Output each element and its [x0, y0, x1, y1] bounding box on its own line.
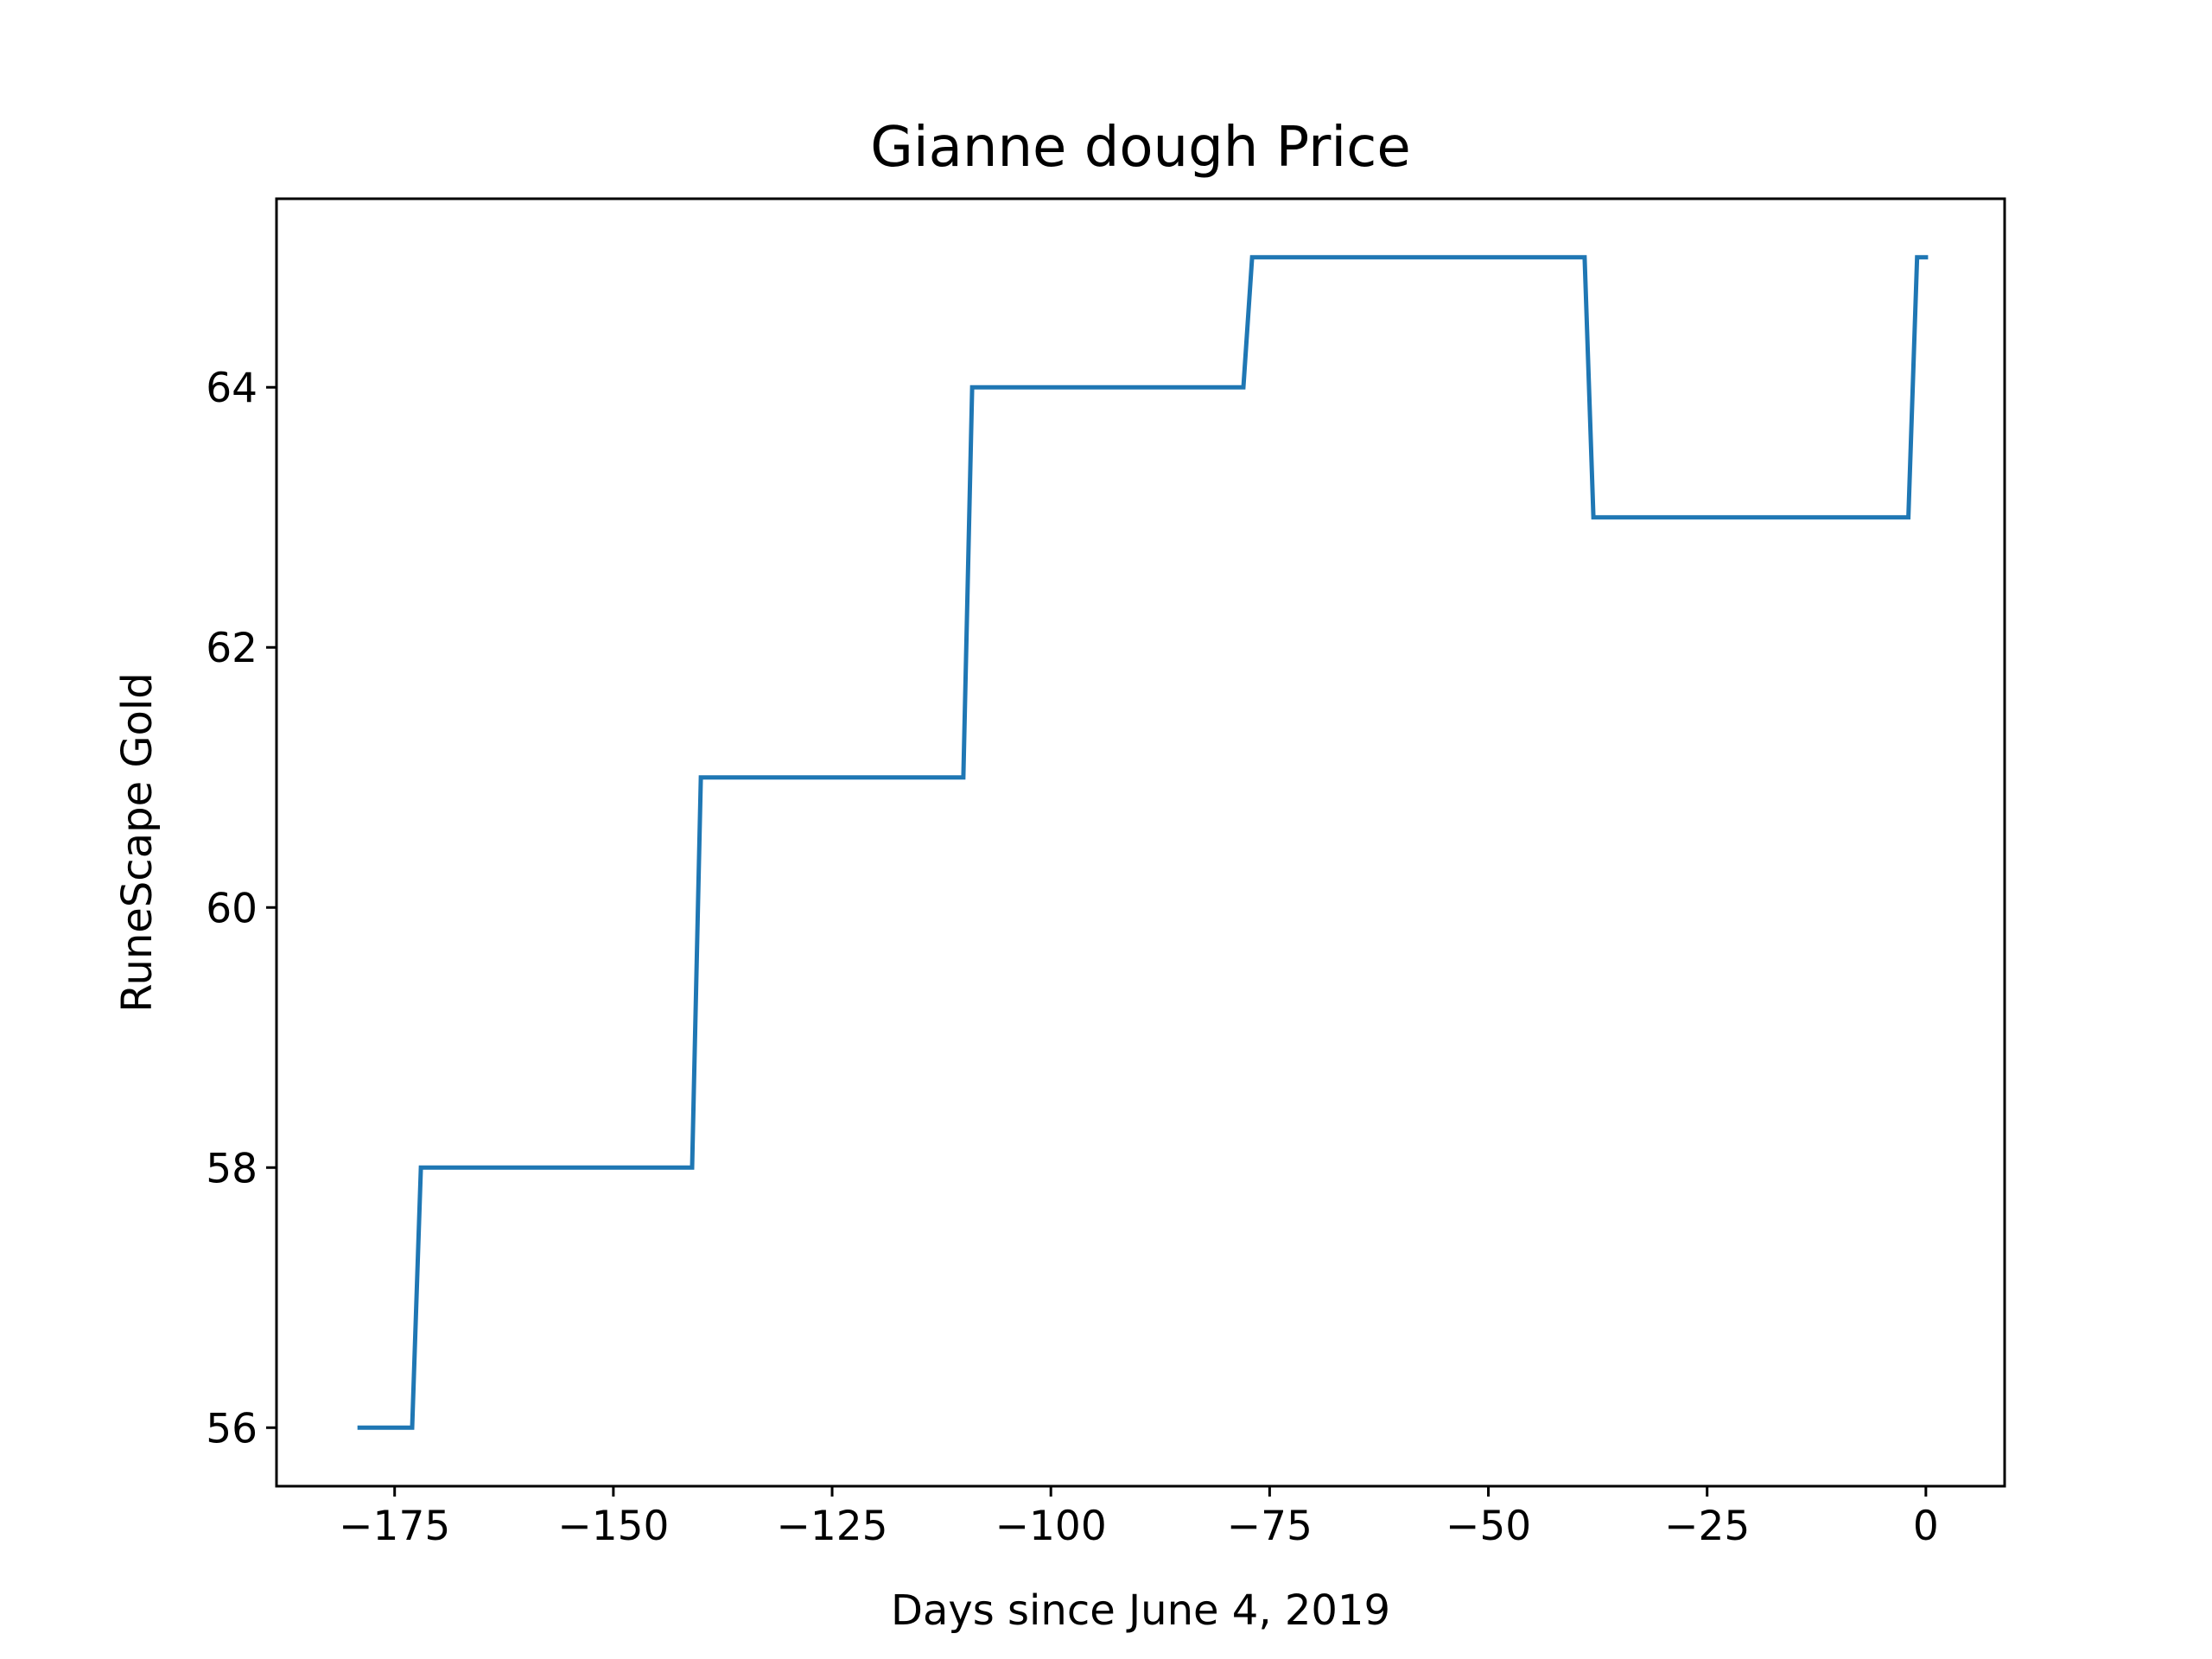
x-tick-label: −125	[776, 1503, 887, 1550]
series-line-0	[357, 255, 1929, 1430]
y-axis-ticks: 56 58 60 62 64	[206, 365, 276, 1452]
x-tick-label: −75	[1227, 1503, 1313, 1550]
x-tick-label: −50	[1446, 1503, 1531, 1550]
y-tick-label: 58	[206, 1145, 257, 1192]
chart-title: Gianne dough Price	[870, 116, 1410, 180]
x-axis-ticks: −175 −150 −125 −100 −75 −50 −25 0	[339, 1486, 1939, 1550]
plot-frame	[275, 197, 2006, 1488]
y-tick-label: 60	[206, 885, 257, 932]
x-axis-label: Days since June 4, 2019	[891, 1586, 1390, 1635]
x-tick-label: −175	[339, 1503, 450, 1550]
y-tick-label: 62	[206, 625, 257, 672]
x-tick-label: −25	[1664, 1503, 1750, 1550]
x-tick-label: 0	[1913, 1503, 1939, 1550]
x-tick-label: −100	[995, 1503, 1107, 1550]
y-tick-label: 56	[206, 1405, 257, 1452]
series-layer	[357, 255, 1929, 1430]
x-tick-label: −150	[557, 1503, 669, 1550]
y-tick-label: 64	[206, 365, 257, 412]
y-axis-label: RuneScape Gold	[113, 672, 162, 1012]
